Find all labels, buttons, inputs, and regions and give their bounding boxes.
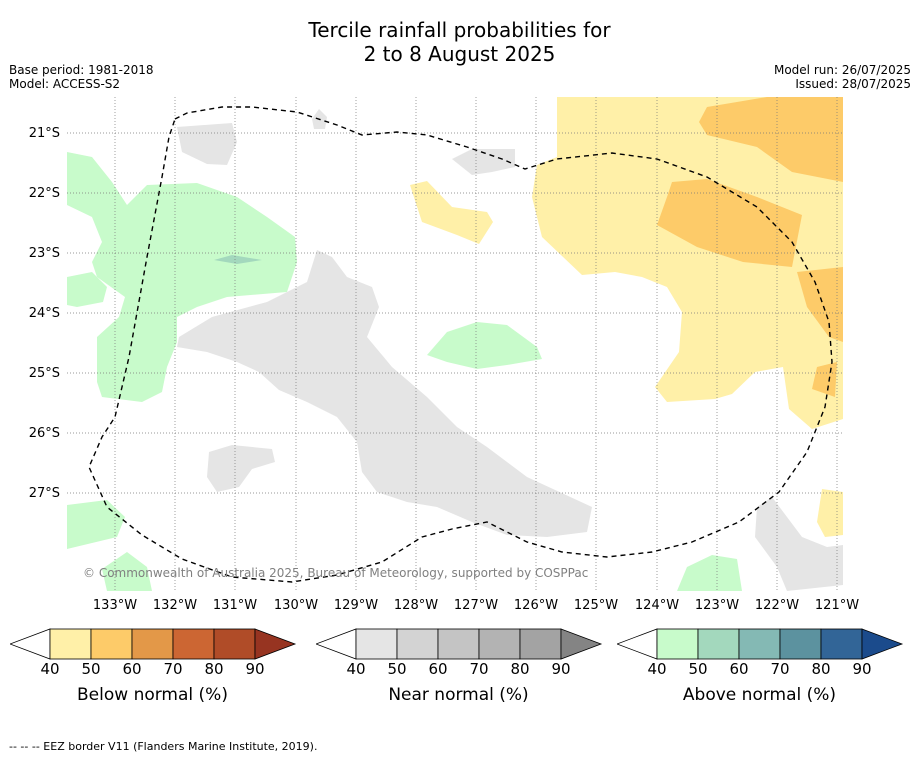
graticule bbox=[67, 97, 843, 591]
colorbar-segment bbox=[131, 628, 174, 660]
above-normal-60-patch bbox=[214, 255, 262, 264]
colorbar-tick-label: 60 bbox=[729, 660, 749, 678]
lon-label: 124°W bbox=[634, 598, 680, 613]
colorbar-tick-label: 40 bbox=[647, 660, 667, 678]
lon-label: 131°W bbox=[212, 598, 258, 613]
colorbar-tick-label: 60 bbox=[122, 660, 142, 678]
colorbar-tick-label: 80 bbox=[510, 660, 530, 678]
meta-left: Base period: 1981-2018 Model: ACCESS-S2 bbox=[9, 63, 154, 91]
colorbar-tick-label: 50 bbox=[688, 660, 708, 678]
above-normal-west-edge bbox=[67, 272, 107, 307]
colorbar-title: Above normal (%) bbox=[682, 685, 837, 705]
lon-label: 133°W bbox=[92, 598, 138, 613]
colorbar-over-triangle bbox=[861, 628, 904, 660]
colorbar-segment bbox=[355, 628, 398, 660]
above-normal-southwest bbox=[67, 500, 125, 549]
lat-label: 22°S bbox=[28, 186, 60, 201]
near-normal-south-west bbox=[207, 445, 275, 492]
colorbar-segment bbox=[478, 628, 521, 660]
colorbar-segment bbox=[90, 628, 133, 660]
lon-label: 121°W bbox=[814, 598, 860, 613]
colorbar-tick-label: 40 bbox=[40, 660, 60, 678]
colorbar-tick-label: 40 bbox=[346, 660, 366, 678]
colorbar-title: Below normal (%) bbox=[77, 685, 228, 705]
lat-label: 27°S bbox=[28, 486, 60, 501]
lat-label: 25°S bbox=[28, 366, 60, 381]
above-normal-southeast bbox=[677, 555, 742, 591]
colorbar-segment bbox=[519, 628, 562, 660]
eez-footnote: -- -- -- EEZ border V11 (Flanders Marine… bbox=[9, 740, 318, 753]
below-normal-50-east bbox=[797, 267, 843, 342]
colorbar-tick-label: 70 bbox=[770, 660, 790, 678]
colorbar-segment bbox=[213, 628, 256, 660]
colorbar-segment bbox=[396, 628, 439, 660]
colorbar-segment bbox=[738, 628, 781, 660]
lat-label: 23°S bbox=[28, 246, 60, 261]
colorbar-under-triangle bbox=[8, 628, 51, 660]
lon-label: 129°W bbox=[333, 598, 379, 613]
colorbar-under-triangle bbox=[314, 628, 357, 660]
colorbar-title: Near normal (%) bbox=[388, 685, 529, 705]
colorbar-tick-label: 90 bbox=[551, 660, 571, 678]
lon-label: 125°W bbox=[573, 598, 619, 613]
lat-label: 24°S bbox=[28, 306, 60, 321]
colorbar-above-normal: 40 50 60 70 80 90 Above normal (%) bbox=[615, 628, 907, 708]
lon-label: 126°W bbox=[513, 598, 559, 613]
below-normal-region-east bbox=[532, 97, 843, 429]
model-run: Model run: 26/07/2025 bbox=[773, 63, 911, 77]
above-normal-south-small bbox=[102, 552, 152, 591]
meta-right: Model run: 26/07/2025 Issued: 28/07/2025 bbox=[774, 63, 911, 91]
colorbar-bar bbox=[615, 628, 904, 660]
colorbar-segment bbox=[49, 628, 92, 660]
colorbar-tick-label: 50 bbox=[81, 660, 101, 678]
colorbar-segment bbox=[172, 628, 215, 660]
near-normal-north-center bbox=[452, 149, 515, 175]
near-normal-main bbox=[177, 250, 592, 537]
colorbar-segment bbox=[779, 628, 822, 660]
colorbar-tick-label: 60 bbox=[428, 660, 448, 678]
colorbar-tick-label: 80 bbox=[811, 660, 831, 678]
above-normal-west bbox=[67, 152, 297, 402]
below-normal-50-center bbox=[657, 179, 802, 267]
colorbar-tick-label: 90 bbox=[245, 660, 265, 678]
lon-label: 128°W bbox=[393, 598, 439, 613]
colorbar-tick-label: 70 bbox=[163, 660, 183, 678]
issued-date: Issued: 28/07/2025 bbox=[795, 77, 911, 91]
colorbar-bar bbox=[314, 628, 603, 660]
colorbar-segment bbox=[820, 628, 863, 660]
colorbar-segment bbox=[697, 628, 740, 660]
lon-label: 122°W bbox=[754, 598, 800, 613]
eez-border bbox=[88, 106, 833, 583]
title-line-2: 2 to 8 August 2025 bbox=[363, 42, 556, 66]
lon-label: 127°W bbox=[453, 598, 499, 613]
map-title: Tercile rainfall probabilities for 2 to … bbox=[0, 18, 919, 66]
colorbar-over-triangle bbox=[254, 628, 297, 660]
colorbar-tick-label: 70 bbox=[469, 660, 489, 678]
above-normal-center bbox=[427, 322, 542, 369]
colorbar-below-normal: 40 50 60 70 80 90 Below normal (%) bbox=[8, 628, 300, 708]
lat-label: 26°S bbox=[28, 426, 60, 441]
colorbar-over-triangle bbox=[560, 628, 603, 660]
copyright-text: © Commonwealth of Australia 2025, Bureau… bbox=[83, 566, 588, 580]
colorbar-tick-label: 50 bbox=[387, 660, 407, 678]
colorbar-tick-label: 90 bbox=[852, 660, 872, 678]
colorbar-segment bbox=[437, 628, 480, 660]
colorbar-bar bbox=[8, 628, 297, 660]
title-line-1: Tercile rainfall probabilities for bbox=[308, 18, 611, 42]
rainfall-map: © Commonwealth of Australia 2025, Bureau… bbox=[67, 97, 843, 591]
colorbar-near-normal: 40 50 60 70 80 90 Near normal (%) bbox=[314, 628, 606, 708]
below-normal-region-center bbox=[410, 181, 493, 244]
model-name: Model: ACCESS-S2 bbox=[9, 77, 121, 91]
lat-label: 21°S bbox=[28, 126, 60, 141]
colorbar-under-triangle bbox=[615, 628, 658, 660]
below-normal-region-south bbox=[817, 489, 843, 537]
below-normal-50-ne bbox=[699, 97, 843, 182]
lon-label: 132°W bbox=[152, 598, 198, 613]
lon-label: 123°W bbox=[694, 598, 740, 613]
colorbar-tick-label: 80 bbox=[204, 660, 224, 678]
base-period: Base period: 1981-2018 bbox=[9, 63, 154, 77]
colorbar-segment bbox=[656, 628, 699, 660]
near-normal-north bbox=[177, 123, 237, 165]
lon-label: 130°W bbox=[273, 598, 319, 613]
